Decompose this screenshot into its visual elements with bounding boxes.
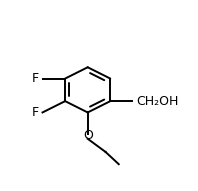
Text: F: F <box>32 106 39 119</box>
Text: O: O <box>83 129 93 142</box>
Text: CH₂OH: CH₂OH <box>137 95 179 108</box>
Text: F: F <box>32 72 39 85</box>
